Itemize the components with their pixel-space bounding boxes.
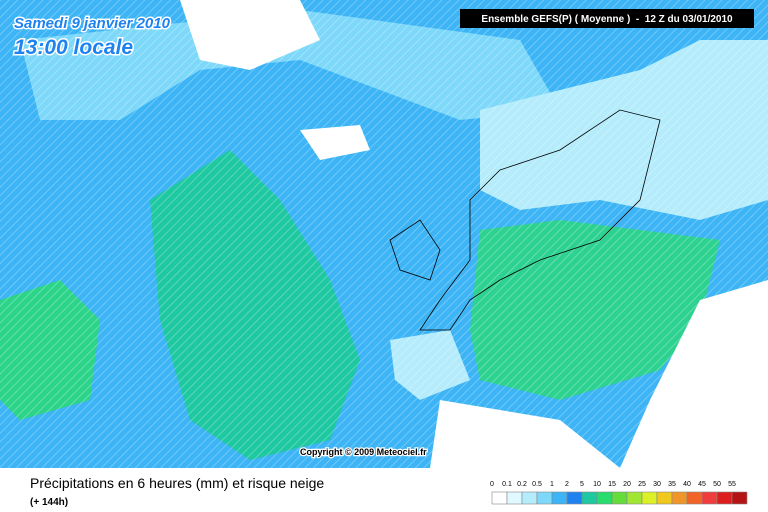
legend-label: 2 [565, 481, 569, 488]
date: Samedi 9 janvier 2010 [14, 15, 171, 32]
legend-label: 0.5 [532, 481, 542, 488]
legend-swatch [671, 491, 688, 505]
footer [0, 468, 768, 512]
legend-swatch [596, 491, 613, 505]
legend: 0 0.1 0.2 0.5 1 2 5 10 15 20 25 30 35 40 45 50 55 [490, 481, 748, 505]
legend-swatch [701, 491, 718, 505]
legend-swatch [566, 491, 583, 505]
coastlines [389, 109, 661, 331]
footer-lead: (+ 144h) [30, 497, 68, 508]
map [0, 0, 768, 468]
legend-label: 1 [550, 481, 554, 488]
legend-swatch [506, 491, 523, 505]
legend-swatch [611, 491, 628, 505]
legend-label: 50 [713, 481, 721, 488]
model-box [460, 9, 754, 28]
snow-risk [0, 0, 768, 468]
legend-swatch [716, 491, 733, 505]
legend-label: 0.1 [502, 481, 512, 488]
legend-label: 0 [490, 481, 494, 488]
legend-swatch [626, 491, 643, 505]
model: Ensemble GEFS(P) ( Moyenne ) - 12 Z du 0… [481, 14, 733, 25]
legend-swatch [641, 491, 658, 505]
legend-label: 35 [668, 481, 676, 488]
legend-swatch [581, 491, 598, 505]
legend-label: 0.2 [517, 481, 527, 488]
legend-label: 40 [683, 481, 691, 488]
time: 13:00 locale [14, 36, 133, 59]
legend-swatch [551, 491, 568, 505]
legend-label: 15 [608, 481, 616, 488]
legend-label: 25 [638, 481, 646, 488]
legend-label: 5 [580, 481, 584, 488]
legend-swatch [536, 491, 553, 505]
legend-label: 30 [653, 481, 661, 488]
legend-swatch [521, 491, 538, 505]
legend-swatch [491, 491, 508, 505]
copyright: Copyright © 2009 Meteociel.fr [300, 447, 427, 457]
legend-swatch [731, 491, 748, 505]
legend-label: 45 [698, 481, 706, 488]
legend-swatch [656, 491, 673, 505]
legend-swatch [686, 491, 703, 505]
footer-title: Précipitations en 6 heures (mm) et risqu… [30, 475, 324, 491]
legend-label: 55 [728, 481, 736, 488]
legend-label: 10 [593, 481, 601, 488]
legend-label: 20 [623, 481, 631, 488]
